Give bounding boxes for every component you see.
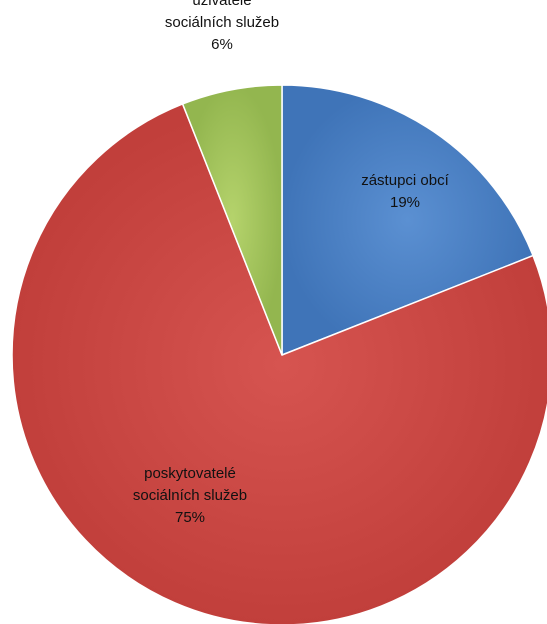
category-label: zástupci obcí <box>361 172 449 189</box>
pie-labels: zástupci obcí 19% poskytovatelé sociálních … <box>133 0 450 526</box>
slice-zastupci-obci <box>281 84 534 356</box>
pie-slices <box>11 84 547 624</box>
category-label: sociálních služeb <box>133 487 247 504</box>
slice-zastupci-obci-label: zástupci obcí 19% <box>361 172 449 211</box>
slice-poskytovatele-label: poskytovatelé sociálních služeb 75% <box>133 465 247 526</box>
slice-uzivatele <box>181 84 283 356</box>
category-label: sociálních služeb <box>165 14 279 31</box>
percent-label: 19% <box>390 194 420 211</box>
percent-label: 6% <box>211 36 233 53</box>
slice-uzivatele-label: uživatelé sociálních služeb 6% <box>165 0 279 53</box>
category-label: uživatelé <box>192 0 251 9</box>
percent-label: 75% <box>175 509 205 526</box>
slice-poskytovatele <box>11 103 547 624</box>
category-label: poskytovatelé <box>144 465 236 482</box>
